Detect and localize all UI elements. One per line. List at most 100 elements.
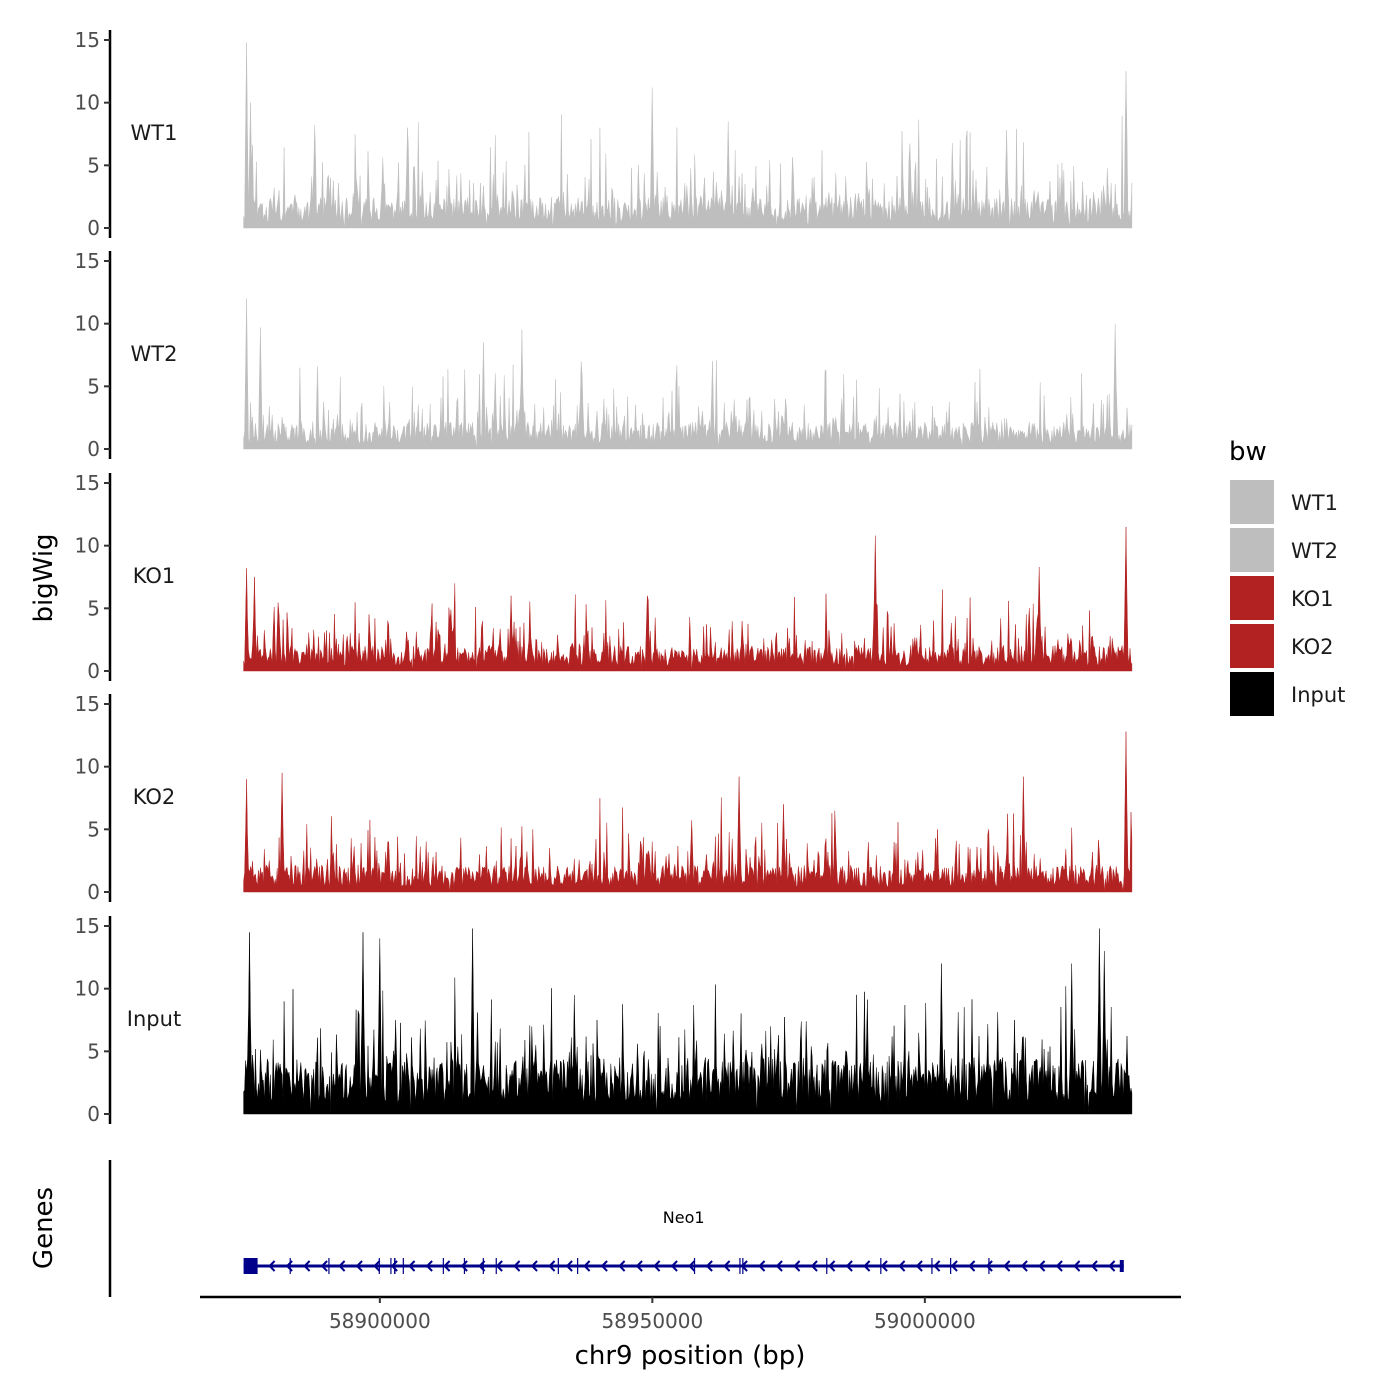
coverage-tracks: 0 5 10 15 WT1 0 5 10 15 WT2 0 5 10 15 KO1 0 5 10 15 KO2 0 5 10…: [75, 28, 1133, 1126]
strand-arrow-icon: [320, 1260, 328, 1272]
strand-arrow-icon: [390, 1260, 398, 1272]
track-wt2: 0 5 10 15 WT2: [75, 249, 1133, 461]
strand-arrow-icon: [985, 1260, 993, 1272]
gene-exon: [1119, 1260, 1124, 1272]
x-tick-label: 59000000: [874, 1309, 976, 1333]
coverage-area-wt2: [243, 298, 1133, 450]
strand-arrow-icon: [1020, 1260, 1028, 1272]
y-tick-label: 0: [87, 1102, 100, 1126]
strand-arrow-icon: [513, 1260, 521, 1272]
strand-arrow-icon: [1090, 1260, 1098, 1272]
strand-arrow-icon: [740, 1260, 748, 1272]
y-tick-label: 15: [75, 914, 100, 938]
y-tick-label: 10: [75, 534, 100, 558]
x-axis: 58900000 58950000 59000000: [200, 1295, 1181, 1333]
y-tick-label: 5: [87, 596, 100, 620]
track-label: KO1: [133, 564, 176, 588]
strand-arrow-icon: [915, 1260, 923, 1272]
track-input: 0 5 10 15 Input: [75, 914, 1133, 1126]
legend-swatch-input: [1230, 672, 1274, 716]
y-tick-label: 0: [87, 880, 100, 904]
y-tick-label: 10: [75, 977, 100, 1001]
gene-label: Neo1: [663, 1208, 705, 1227]
strand-arrow-icon: [618, 1260, 626, 1272]
x-tick-label: 58900000: [329, 1309, 431, 1333]
strand-arrow-icon: [600, 1260, 608, 1272]
coverage-area-wt1: [243, 42, 1133, 229]
strand-arrow-icon: [898, 1260, 906, 1272]
track-label: Input: [127, 1007, 181, 1031]
coverage-area-input: [243, 928, 1133, 1115]
strand-arrow-icon: [775, 1260, 783, 1272]
strand-arrow-icon: [303, 1260, 311, 1272]
y-axis-title: bigWig: [29, 533, 59, 622]
strand-arrow-icon: [950, 1260, 958, 1272]
legend-swatch-wt2: [1230, 528, 1274, 572]
gene-exon: [243, 1258, 258, 1274]
track-ko2: 0 5 10 15 KO2: [75, 692, 1133, 904]
strand-arrow-icon: [863, 1260, 871, 1272]
y-tick-label: 10: [75, 91, 100, 115]
y-tick-label: 15: [75, 692, 100, 716]
strand-arrow-icon: [495, 1260, 503, 1272]
strand-arrow-icon: [408, 1260, 416, 1272]
strand-arrow-icon: [530, 1260, 538, 1272]
strand-arrow-icon: [968, 1260, 976, 1272]
y-tick-label: 5: [87, 1039, 100, 1063]
strand-arrow-icon: [1055, 1260, 1063, 1272]
y-tick-label: 15: [75, 471, 100, 495]
y-tick-label: 5: [87, 374, 100, 398]
legend-label-wt2: WT2: [1291, 539, 1338, 563]
strand-arrow-icon: [1003, 1260, 1011, 1272]
legend-label-ko2: KO2: [1291, 635, 1334, 659]
gene-neo1: Neo1: [243, 1208, 1124, 1274]
track-wt1: 0 5 10 15 WT1: [75, 28, 1133, 240]
strand-arrow-icon: [548, 1260, 556, 1272]
strand-arrow-icon: [758, 1260, 766, 1272]
y-tick-label: 0: [87, 216, 100, 240]
y-tick-label: 5: [87, 817, 100, 841]
legend: bw WT1 WT2 KO1 KO2 Input: [1229, 437, 1345, 716]
strand-arrow-icon: [338, 1260, 346, 1272]
strand-arrow-icon: [1038, 1260, 1046, 1272]
gene-track-title: Genes: [29, 1187, 59, 1269]
y-tick-label: 10: [75, 755, 100, 779]
track-label: WT1: [131, 121, 178, 145]
strand-arrow-icon: [565, 1260, 573, 1272]
legend-swatch-wt1: [1230, 480, 1274, 524]
strand-arrow-icon: [268, 1260, 276, 1272]
strand-arrow-icon: [635, 1260, 643, 1272]
strand-arrow-icon: [793, 1260, 801, 1272]
legend-swatch-ko1: [1230, 576, 1274, 620]
strand-arrow-icon: [705, 1260, 713, 1272]
y-tick-label: 0: [87, 437, 100, 461]
strand-arrow-icon: [373, 1260, 381, 1272]
y-tick-label: 15: [75, 249, 100, 273]
strand-arrow-icon: [653, 1260, 661, 1272]
strand-arrow-icon: [845, 1260, 853, 1272]
track-label: WT2: [131, 342, 178, 366]
legend-label-wt1: WT1: [1291, 491, 1338, 515]
strand-arrow-icon: [478, 1260, 486, 1272]
coverage-area-ko2: [243, 731, 1133, 893]
strand-arrow-icon: [670, 1260, 678, 1272]
strand-arrow-icon: [723, 1260, 731, 1272]
strand-arrow-icon: [688, 1260, 696, 1272]
strand-arrow-icon: [583, 1260, 591, 1272]
strand-arrow-icon: [1073, 1260, 1081, 1272]
y-tick-label: 10: [75, 312, 100, 336]
strand-arrow-icon: [460, 1260, 468, 1272]
strand-arrow-icon: [425, 1260, 433, 1272]
strand-arrow-icon: [828, 1260, 836, 1272]
track-ko1: 0 5 10 15 KO1: [75, 471, 1133, 683]
gene-track: Neo1: [108, 1160, 1124, 1297]
x-axis-title: chr9 position (bp): [575, 1341, 806, 1371]
strand-arrow-icon: [1108, 1260, 1116, 1272]
track-label: KO2: [133, 785, 176, 809]
strand-arrow-icon: [443, 1260, 451, 1272]
strand-arrow-icon: [355, 1260, 363, 1272]
y-tick-label: 0: [87, 659, 100, 683]
y-tick-label: 15: [75, 28, 100, 52]
coverage-area-ko1: [243, 526, 1133, 672]
